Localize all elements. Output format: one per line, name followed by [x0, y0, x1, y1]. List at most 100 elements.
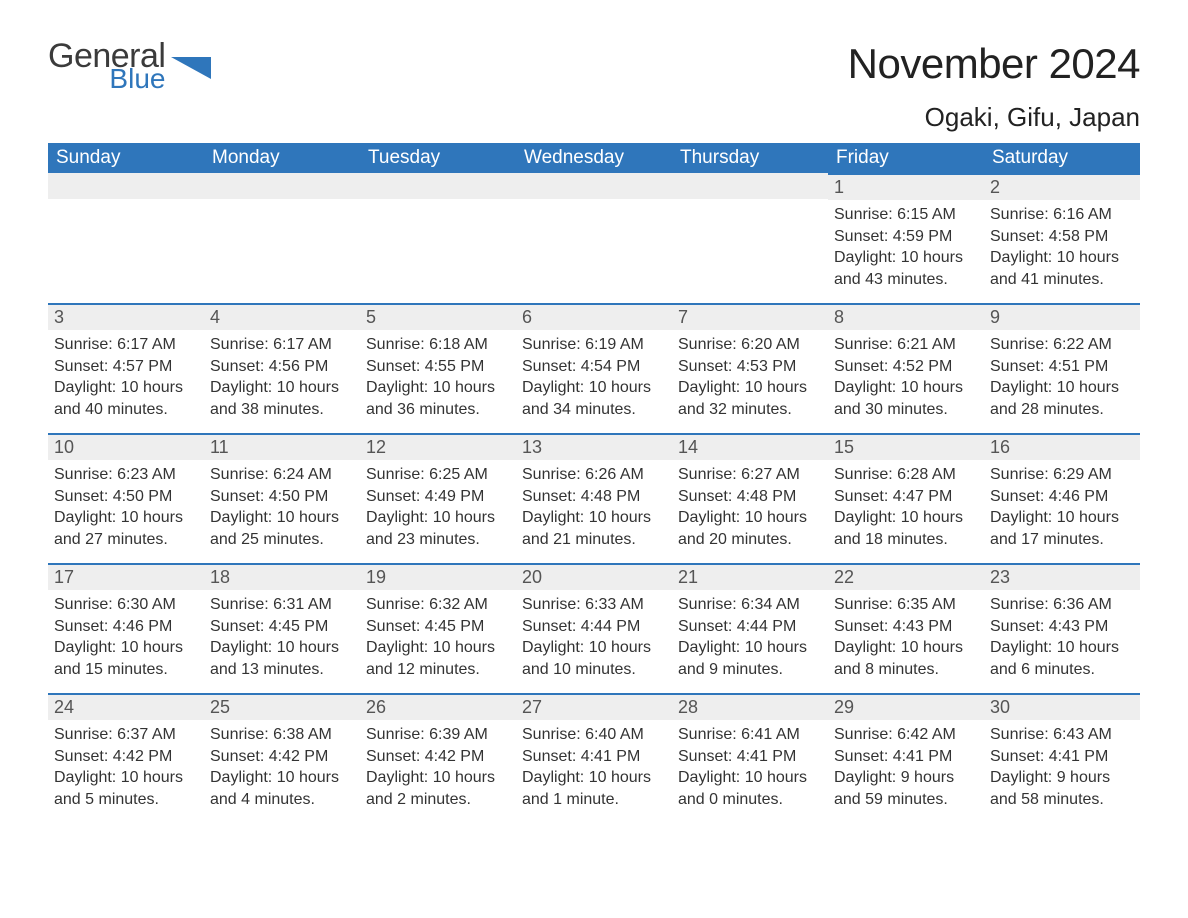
calendar-week-row: 10Sunrise: 6:23 AMSunset: 4:50 PMDayligh… [48, 433, 1140, 563]
title-block: November 2024 Ogaki, Gifu, Japan [848, 40, 1140, 133]
daylight-text: Daylight: 10 hours and 36 minutes. [366, 377, 510, 420]
daylight-text: Daylight: 9 hours and 58 minutes. [990, 767, 1134, 810]
day-number: 16 [984, 433, 1140, 460]
calendar-week-row: 1Sunrise: 6:15 AMSunset: 4:59 PMDaylight… [48, 173, 1140, 303]
daylight-text: Daylight: 10 hours and 23 minutes. [366, 507, 510, 550]
calendar-day-cell: 27Sunrise: 6:40 AMSunset: 4:41 PMDayligh… [516, 693, 672, 823]
calendar-week-row: 24Sunrise: 6:37 AMSunset: 4:42 PMDayligh… [48, 693, 1140, 823]
daylight-text: Daylight: 10 hours and 8 minutes. [834, 637, 978, 680]
sunrise-text: Sunrise: 6:30 AM [54, 594, 198, 616]
day-details: Sunrise: 6:20 AMSunset: 4:53 PMDaylight:… [672, 330, 828, 424]
day-details: Sunrise: 6:35 AMSunset: 4:43 PMDaylight:… [828, 590, 984, 684]
calendar-day-cell: 10Sunrise: 6:23 AMSunset: 4:50 PMDayligh… [48, 433, 204, 563]
calendar-day-cell [360, 173, 516, 303]
day-number: 7 [672, 303, 828, 330]
calendar-day-cell [516, 173, 672, 303]
day-details: Sunrise: 6:33 AMSunset: 4:44 PMDaylight:… [516, 590, 672, 684]
weekday-header: Wednesday [516, 143, 672, 173]
day-details: Sunrise: 6:25 AMSunset: 4:49 PMDaylight:… [360, 460, 516, 554]
daylight-text: Daylight: 10 hours and 27 minutes. [54, 507, 198, 550]
sunset-text: Sunset: 4:45 PM [366, 616, 510, 638]
daylight-text: Daylight: 10 hours and 15 minutes. [54, 637, 198, 680]
brand-text: General Blue [48, 40, 165, 93]
header-block: General Blue November 2024 Ogaki, Gifu, … [48, 40, 1140, 133]
calendar-day-cell: 28Sunrise: 6:41 AMSunset: 4:41 PMDayligh… [672, 693, 828, 823]
daylight-text: Daylight: 10 hours and 20 minutes. [678, 507, 822, 550]
sunrise-text: Sunrise: 6:28 AM [834, 464, 978, 486]
sunset-text: Sunset: 4:42 PM [54, 746, 198, 768]
day-details: Sunrise: 6:42 AMSunset: 4:41 PMDaylight:… [828, 720, 984, 814]
day-details: Sunrise: 6:18 AMSunset: 4:55 PMDaylight:… [360, 330, 516, 424]
calendar-day-cell: 26Sunrise: 6:39 AMSunset: 4:42 PMDayligh… [360, 693, 516, 823]
day-details: Sunrise: 6:17 AMSunset: 4:57 PMDaylight:… [48, 330, 204, 424]
sunrise-text: Sunrise: 6:31 AM [210, 594, 354, 616]
day-number: 30 [984, 693, 1140, 720]
daylight-text: Daylight: 10 hours and 4 minutes. [210, 767, 354, 810]
daylight-text: Daylight: 10 hours and 21 minutes. [522, 507, 666, 550]
day-number [516, 173, 672, 199]
calendar-day-cell: 8Sunrise: 6:21 AMSunset: 4:52 PMDaylight… [828, 303, 984, 433]
calendar-day-cell: 7Sunrise: 6:20 AMSunset: 4:53 PMDaylight… [672, 303, 828, 433]
day-number: 18 [204, 563, 360, 590]
sunset-text: Sunset: 4:56 PM [210, 356, 354, 378]
sunset-text: Sunset: 4:41 PM [522, 746, 666, 768]
sunrise-text: Sunrise: 6:41 AM [678, 724, 822, 746]
calendar-day-cell: 15Sunrise: 6:28 AMSunset: 4:47 PMDayligh… [828, 433, 984, 563]
calendar-day-cell: 16Sunrise: 6:29 AMSunset: 4:46 PMDayligh… [984, 433, 1140, 563]
page-subtitle: Ogaki, Gifu, Japan [848, 102, 1140, 133]
calendar-day-cell: 13Sunrise: 6:26 AMSunset: 4:48 PMDayligh… [516, 433, 672, 563]
daylight-text: Daylight: 10 hours and 40 minutes. [54, 377, 198, 420]
sunrise-text: Sunrise: 6:23 AM [54, 464, 198, 486]
sunset-text: Sunset: 4:57 PM [54, 356, 198, 378]
day-number: 2 [984, 173, 1140, 200]
day-details: Sunrise: 6:41 AMSunset: 4:41 PMDaylight:… [672, 720, 828, 814]
day-details: Sunrise: 6:27 AMSunset: 4:48 PMDaylight:… [672, 460, 828, 554]
sunrise-text: Sunrise: 6:18 AM [366, 334, 510, 356]
sunset-text: Sunset: 4:48 PM [678, 486, 822, 508]
day-details: Sunrise: 6:29 AMSunset: 4:46 PMDaylight:… [984, 460, 1140, 554]
calendar-day-cell: 23Sunrise: 6:36 AMSunset: 4:43 PMDayligh… [984, 563, 1140, 693]
daylight-text: Daylight: 10 hours and 17 minutes. [990, 507, 1134, 550]
day-details: Sunrise: 6:40 AMSunset: 4:41 PMDaylight:… [516, 720, 672, 814]
daylight-text: Daylight: 10 hours and 6 minutes. [990, 637, 1134, 680]
calendar-day-cell: 5Sunrise: 6:18 AMSunset: 4:55 PMDaylight… [360, 303, 516, 433]
sunrise-text: Sunrise: 6:40 AM [522, 724, 666, 746]
weekday-header: Sunday [48, 143, 204, 173]
day-number: 19 [360, 563, 516, 590]
calendar-day-cell: 20Sunrise: 6:33 AMSunset: 4:44 PMDayligh… [516, 563, 672, 693]
day-number: 29 [828, 693, 984, 720]
sunrise-text: Sunrise: 6:17 AM [54, 334, 198, 356]
calendar-body: 1Sunrise: 6:15 AMSunset: 4:59 PMDaylight… [48, 173, 1140, 823]
day-number [204, 173, 360, 199]
daylight-text: Daylight: 10 hours and 30 minutes. [834, 377, 978, 420]
day-number: 9 [984, 303, 1140, 330]
sunrise-text: Sunrise: 6:16 AM [990, 204, 1134, 226]
day-number [672, 173, 828, 199]
day-number: 3 [48, 303, 204, 330]
calendar-day-cell: 1Sunrise: 6:15 AMSunset: 4:59 PMDaylight… [828, 173, 984, 303]
sunrise-text: Sunrise: 6:21 AM [834, 334, 978, 356]
sunset-text: Sunset: 4:41 PM [990, 746, 1134, 768]
daylight-text: Daylight: 10 hours and 28 minutes. [990, 377, 1134, 420]
calendar-day-cell: 6Sunrise: 6:19 AMSunset: 4:54 PMDaylight… [516, 303, 672, 433]
day-details: Sunrise: 6:38 AMSunset: 4:42 PMDaylight:… [204, 720, 360, 814]
daylight-text: Daylight: 10 hours and 43 minutes. [834, 247, 978, 290]
day-details: Sunrise: 6:34 AMSunset: 4:44 PMDaylight:… [672, 590, 828, 684]
calendar-day-cell: 22Sunrise: 6:35 AMSunset: 4:43 PMDayligh… [828, 563, 984, 693]
calendar-day-cell: 14Sunrise: 6:27 AMSunset: 4:48 PMDayligh… [672, 433, 828, 563]
sunset-text: Sunset: 4:41 PM [834, 746, 978, 768]
calendar-day-cell: 2Sunrise: 6:16 AMSunset: 4:58 PMDaylight… [984, 173, 1140, 303]
day-number: 27 [516, 693, 672, 720]
sunrise-text: Sunrise: 6:39 AM [366, 724, 510, 746]
sunset-text: Sunset: 4:47 PM [834, 486, 978, 508]
sunrise-text: Sunrise: 6:29 AM [990, 464, 1134, 486]
calendar-week-row: 17Sunrise: 6:30 AMSunset: 4:46 PMDayligh… [48, 563, 1140, 693]
sunrise-text: Sunrise: 6:35 AM [834, 594, 978, 616]
day-details: Sunrise: 6:36 AMSunset: 4:43 PMDaylight:… [984, 590, 1140, 684]
day-details: Sunrise: 6:16 AMSunset: 4:58 PMDaylight:… [984, 200, 1140, 294]
calendar-day-cell: 12Sunrise: 6:25 AMSunset: 4:49 PMDayligh… [360, 433, 516, 563]
day-number: 13 [516, 433, 672, 460]
sunset-text: Sunset: 4:45 PM [210, 616, 354, 638]
sunset-text: Sunset: 4:54 PM [522, 356, 666, 378]
day-details: Sunrise: 6:39 AMSunset: 4:42 PMDaylight:… [360, 720, 516, 814]
